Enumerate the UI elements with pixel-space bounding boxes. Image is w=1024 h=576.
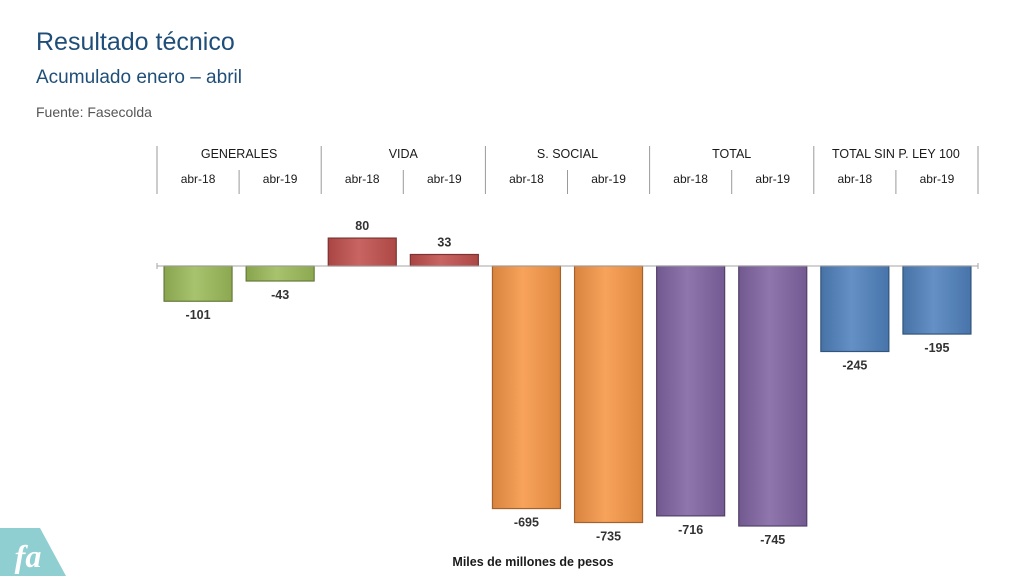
data-label: -695 xyxy=(514,516,539,530)
category-label: abr-19 xyxy=(755,172,790,186)
category-label: abr-18 xyxy=(181,172,216,186)
category-label: abr-19 xyxy=(263,172,298,186)
bar xyxy=(409,253,479,267)
y-axis-units-label: Miles de millones de pesos xyxy=(452,555,613,569)
group-label: S. SOCIAL xyxy=(537,147,598,161)
bar xyxy=(163,265,233,302)
data-label: -716 xyxy=(678,523,703,537)
bar xyxy=(491,265,562,510)
group-label: TOTAL SIN P. LEY 100 xyxy=(832,147,960,161)
bar xyxy=(245,265,315,282)
logo-shape xyxy=(0,528,66,576)
category-label: abr-19 xyxy=(920,172,955,186)
group-label: GENERALES xyxy=(201,147,277,161)
category-label: abr-18 xyxy=(673,172,708,186)
bar xyxy=(902,265,972,335)
data-label: 33 xyxy=(437,235,451,249)
page-title: Resultado técnico xyxy=(36,28,235,56)
data-label: 80 xyxy=(355,219,369,233)
fasecolda-logo: fa xyxy=(0,528,66,576)
group-label: TOTAL xyxy=(712,147,751,161)
data-label: -745 xyxy=(760,533,785,547)
category-label: abr-18 xyxy=(345,172,380,186)
chart-bars: -101 -43 80 33 -695 -735 -716 -745 -245 -195 xyxy=(156,219,979,547)
bar xyxy=(820,265,890,353)
page-subtitle: Acumulado enero – abril xyxy=(36,67,242,88)
chart-header-table: GENERALES abr-18 abr-19 VIDA abr-18 abr-19 S. … xyxy=(156,146,979,194)
data-label: -735 xyxy=(596,530,621,544)
source-note: Fuente: Fasecolda xyxy=(36,104,152,120)
data-label: -101 xyxy=(186,308,211,322)
data-label: -245 xyxy=(842,359,867,373)
bar xyxy=(573,265,644,524)
data-label: -195 xyxy=(924,341,949,355)
bar xyxy=(327,237,397,267)
category-label: abr-18 xyxy=(509,172,544,186)
category-label: abr-18 xyxy=(838,172,873,186)
logo-text: fa xyxy=(15,538,42,574)
data-label: -43 xyxy=(271,288,289,302)
category-label: abr-19 xyxy=(427,172,462,186)
bar xyxy=(656,265,726,517)
group-label: VIDA xyxy=(389,147,419,161)
category-label: abr-19 xyxy=(591,172,626,186)
bar xyxy=(738,265,808,527)
